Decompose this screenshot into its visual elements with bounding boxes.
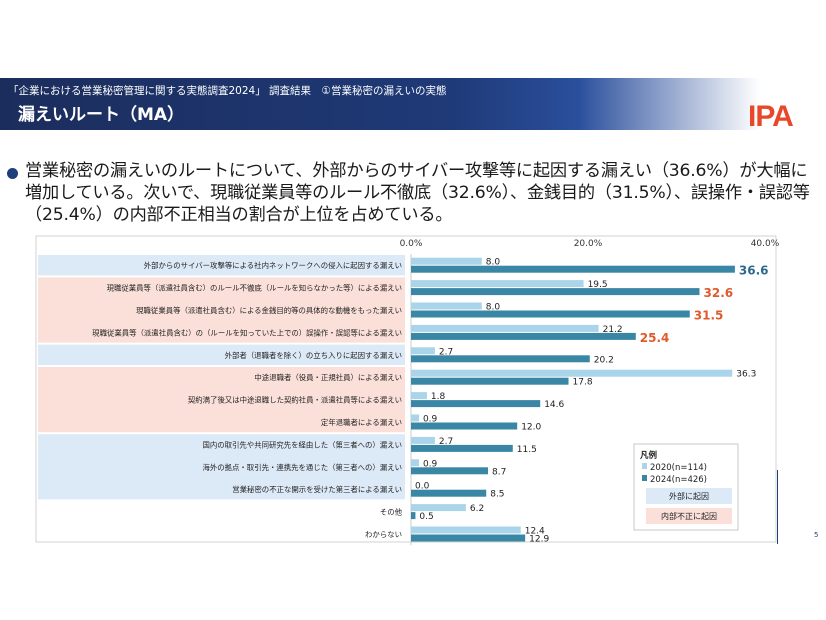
legend-label-2020: 2020(n=114): [650, 463, 707, 473]
value-label-2020: 21.2: [603, 325, 623, 335]
page-title: 漏えいルート（MA）: [18, 105, 185, 125]
value-label-2020: 8.0: [486, 258, 501, 268]
report-subtitle: 「企業における営業秘密管理に関する実態調査2024」 調査結果 ①営業秘密の漏え…: [8, 85, 447, 97]
legend-box: [633, 443, 739, 531]
value-label-2020: 36.3: [736, 370, 756, 380]
group-band-internal: [38, 367, 405, 433]
category-label: その他: [380, 508, 403, 517]
slide-edge-line: [777, 470, 778, 544]
bar-2020: [411, 504, 466, 512]
category-label: 契約満了後又は中途退職した契約社員・派遣社員等による漏えい: [188, 396, 402, 405]
x-tick-label: 0.0%: [400, 239, 423, 249]
group-band-external: [38, 434, 405, 500]
group-band-external: [38, 344, 405, 365]
legend-label-2024: 2024(n=426): [650, 475, 707, 485]
category-label: 定年退職者による漏えい: [321, 418, 402, 427]
bar-2024: [411, 377, 569, 385]
x-tick-label: 40.0%: [751, 239, 780, 249]
bar-2020: [411, 526, 521, 534]
group-band-external: [38, 255, 405, 276]
bar-2024: [411, 534, 526, 542]
bar-2024: [411, 489, 487, 497]
category-label: 現職従業員等（派遣社員含む）のルール不徹底（ルールを知らなかった等）による漏えい: [107, 284, 402, 293]
bar-2020: [411, 302, 482, 310]
bar-2024: [411, 467, 488, 475]
bar-2024: [411, 288, 700, 296]
legend-internal-band: [646, 508, 732, 524]
bar-2020: [411, 347, 435, 355]
legend-external-label: 外部に起因: [669, 491, 709, 501]
bar-2024: [411, 310, 690, 318]
bar-2020: [411, 369, 733, 377]
value-label-2024: 25.4: [640, 331, 670, 345]
category-label: 国内の取引先や共同研究先を経由した（第三者への）漏えい: [202, 440, 402, 449]
bar-2020: [411, 324, 599, 332]
value-label-2024: 11.5: [517, 445, 537, 455]
category-label: 外部からのサイバー攻撃等による社内ネットワークへの侵入に起因する漏えい: [144, 261, 402, 270]
slide-number: 5: [814, 531, 819, 539]
value-label-2020: 1.8: [431, 392, 446, 402]
value-label-2024: 31.5: [694, 309, 724, 323]
value-label-2020: 2.7: [439, 437, 453, 447]
value-label-2020: 0.9: [423, 459, 438, 469]
bar-2020: [411, 257, 482, 265]
value-label-2024: 32.6: [704, 286, 734, 300]
legend-internal-label: 内部不正に起因: [661, 511, 717, 521]
value-label-2020: 19.5: [588, 280, 608, 290]
legend-swatch-2020: [642, 463, 647, 469]
bar-2020: [411, 459, 419, 467]
bar-2020: [411, 414, 419, 422]
bar-2024: [411, 265, 735, 273]
legend-swatch-2024: [642, 475, 647, 481]
category-label: 現職従業員等（派遣社員含む）の（ルールを知っていた上での）誤操作・誤認等による漏…: [92, 328, 402, 337]
bar-2024: [411, 400, 541, 408]
legend-title: 凡例: [640, 450, 658, 461]
value-label-2024: 8.7: [492, 467, 506, 477]
value-label-2020: 8.0: [486, 303, 501, 313]
bar-2024: [411, 355, 590, 363]
value-label-2024: 12.9: [529, 535, 549, 545]
category-label: 中途退職者（役員・正規社員）による漏えい: [254, 373, 402, 382]
value-label-2024: 0.5: [419, 512, 433, 522]
bullet-icon: [7, 168, 18, 179]
bar-2020: [411, 392, 427, 400]
value-label-2024: 17.8: [573, 378, 593, 388]
value-label-2020: 0.0: [415, 482, 430, 492]
bar-2024: [411, 512, 416, 520]
summary-text: 営業秘密の漏えいのルートについて、外部からのサイバー攻撃等に起因する漏えい（36…: [25, 161, 810, 225]
bar-2020: [411, 280, 584, 288]
value-label-2024: 20.2: [594, 355, 614, 365]
bar-2020: [411, 436, 435, 444]
value-label-2024: 14.6: [544, 400, 564, 410]
category-label: 現職従業員等（派遣社員含む）による金銭目的等の具体的な動機をもった漏えい: [136, 306, 402, 315]
group-band-internal: [38, 277, 405, 343]
category-label: 海外の拠点・取引先・連携先を通じた（第三者への）漏えい: [202, 463, 402, 472]
value-label-2020: 0.9: [423, 415, 438, 425]
value-label-2020: 6.2: [470, 504, 484, 514]
category-label: 外部者（退職者を除く）の立ち入りに起因する漏えい: [225, 351, 402, 360]
bar-2024: [411, 444, 513, 452]
legend-external-band: [646, 488, 732, 504]
category-label: わからない: [365, 530, 402, 539]
value-label-2024: 8.5: [490, 490, 504, 500]
value-label-2020: 12.4: [525, 527, 545, 537]
value-label-2024: 36.6: [739, 264, 769, 278]
bar-2024: [411, 422, 518, 430]
bar-2024: [411, 332, 636, 340]
x-tick-label: 20.0%: [574, 239, 603, 249]
value-label-2024: 12.0: [521, 423, 541, 433]
chart-frame: [35, 235, 777, 543]
header-banner: 「企業における営業秘密管理に関する実態調査2024」 調査結果 ①営業秘密の漏え…: [0, 78, 826, 130]
ipa-logo: IPA: [748, 100, 794, 133]
value-label-2020: 2.7: [439, 347, 453, 357]
category-label: 営業秘密の不正な開示を受けた第三者による漏えい: [232, 485, 402, 494]
